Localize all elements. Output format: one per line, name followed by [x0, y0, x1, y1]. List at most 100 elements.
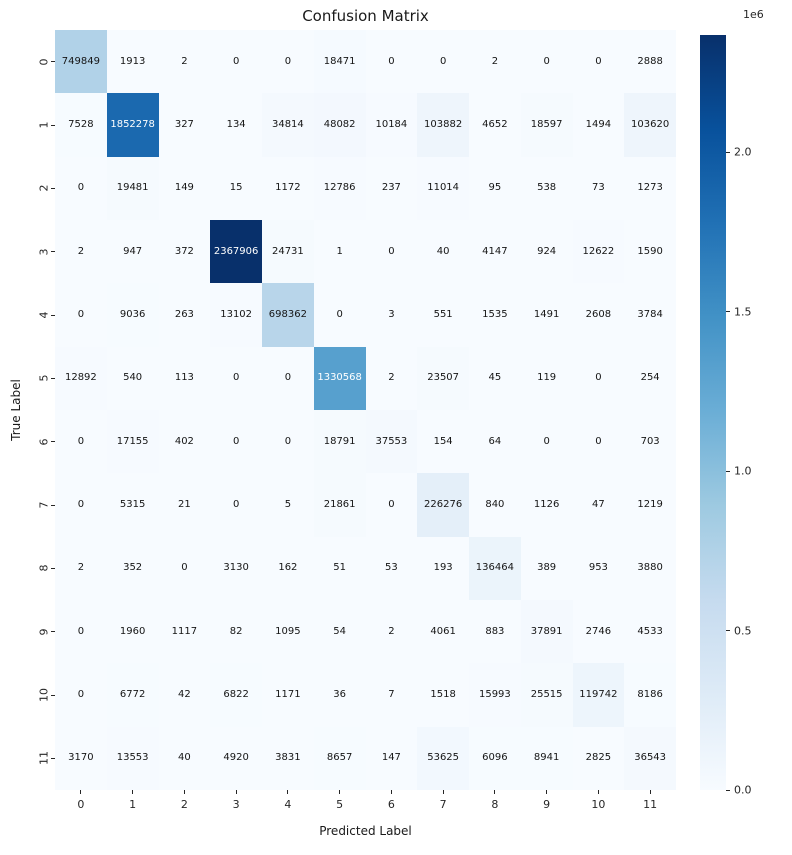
heatmap-cell: 53625	[417, 726, 469, 790]
x-tick-label: 0	[77, 798, 85, 811]
heatmap-cell: 8186	[624, 663, 676, 727]
x-tick-mark	[546, 790, 548, 794]
x-tick-label: 4	[284, 798, 292, 811]
heatmap-cell: 4147	[469, 219, 521, 284]
colorbar-tick-mark	[726, 789, 730, 791]
heatmap-cell: 113	[158, 346, 211, 410]
y-tick-label: 7	[37, 501, 51, 509]
heatmap-cell: 9036	[106, 283, 159, 347]
heatmap-cell: 0	[262, 409, 314, 474]
colorbar-tick-label: 0.0	[734, 783, 752, 797]
heatmap-cell: 147	[365, 726, 418, 790]
y-axis-label: True Label	[9, 379, 23, 441]
heatmap-cell: 3784	[624, 283, 676, 347]
y-tick-mark	[51, 757, 55, 759]
heatmap-cell: 1852278	[106, 93, 159, 157]
x-tick-label: 11	[643, 798, 658, 811]
heatmap-cell: 2888	[624, 30, 676, 94]
heatmap-cell: 95	[469, 156, 521, 220]
x-tick-mark	[494, 790, 496, 794]
y-tick-label: 0	[37, 58, 51, 66]
heatmap-cell: 13553	[106, 726, 159, 790]
heatmap-cell: 134	[210, 93, 262, 157]
heatmap-cell: 0	[520, 30, 573, 94]
heatmap-cell: 0	[313, 283, 366, 347]
heatmap-cell: 7528	[55, 93, 107, 157]
heatmap-cell: 4652	[469, 93, 521, 157]
colorbar	[700, 35, 726, 790]
heatmap-cell: 1590	[624, 219, 676, 284]
heatmap-cell: 40	[417, 219, 469, 284]
heatmap-cell: 3170	[55, 726, 107, 790]
heatmap-cell: 47	[572, 473, 625, 537]
y-tick-mark	[51, 61, 55, 63]
x-tick-mark	[442, 790, 444, 794]
x-tick-label: 8	[491, 798, 499, 811]
heatmap-cell: 37553	[365, 409, 418, 474]
heatmap-cell: 1273	[624, 156, 676, 220]
heatmap-cell: 237	[365, 156, 418, 220]
heatmap-cell: 6822	[210, 663, 262, 727]
y-tick-label: 4	[37, 311, 51, 319]
heatmap-cell: 749849	[55, 30, 107, 94]
heatmap-cell: 17155	[106, 409, 159, 474]
y-tick-label: 8	[37, 564, 51, 572]
x-tick-label: 10	[591, 798, 606, 811]
heatmap-cell: 2	[469, 30, 521, 94]
y-tick-mark	[51, 187, 55, 189]
y-tick-label: 1	[37, 121, 51, 129]
heatmap-cell: 924	[520, 219, 573, 284]
y-tick-mark	[51, 251, 55, 253]
x-tick-mark	[649, 790, 651, 794]
heatmap-cell: 327	[158, 93, 211, 157]
heatmap-cell: 36	[313, 663, 366, 727]
colorbar-tick-label: 0.5	[734, 624, 752, 638]
heatmap-cell: 1117	[158, 599, 211, 664]
heatmap-cell: 0	[572, 30, 625, 94]
heatmap-cell: 136464	[469, 536, 521, 600]
heatmap-cell: 1535	[469, 283, 521, 347]
heatmap-cell: 34814	[262, 93, 314, 157]
heatmap-cell: 0	[55, 599, 107, 664]
heatmap-cell: 1960	[106, 599, 159, 664]
heatmap-cell: 73	[572, 156, 625, 220]
x-tick-label: 3	[232, 798, 240, 811]
heatmap-cell: 0	[572, 409, 625, 474]
y-tick-label: 9	[37, 628, 51, 636]
heatmap-cell: 12622	[572, 219, 625, 284]
x-tick-mark	[597, 790, 599, 794]
heatmap-cell: 40	[158, 726, 211, 790]
heatmap-cell: 2	[365, 346, 418, 410]
heatmap-cell: 8657	[313, 726, 366, 790]
heatmap-cell: 5315	[106, 473, 159, 537]
heatmap-cell: 18597	[520, 93, 573, 157]
heatmap-cell: 0	[520, 409, 573, 474]
x-tick-label: 2	[180, 798, 188, 811]
heatmap-cell: 0	[55, 283, 107, 347]
heatmap-cell: 0	[55, 473, 107, 537]
y-tick-label: 10	[37, 688, 51, 702]
heatmap-cell: 254	[624, 346, 676, 410]
colorbar-tick-mark	[726, 470, 730, 472]
heatmap-cell: 6096	[469, 726, 521, 790]
heatmap-cell: 162	[262, 536, 314, 600]
heatmap-cell: 0	[365, 473, 418, 537]
heatmap-cell: 263	[158, 283, 211, 347]
y-tick-mark	[51, 631, 55, 633]
heatmap-cell: 154	[417, 409, 469, 474]
heatmap-cell: 840	[469, 473, 521, 537]
y-tick-mark	[51, 377, 55, 379]
heatmap-cell: 4533	[624, 599, 676, 664]
heatmap-cell: 1171	[262, 663, 314, 727]
y-tick-mark	[51, 504, 55, 506]
heatmap-cell: 0	[417, 30, 469, 94]
heatmap-cell: 13102	[210, 283, 262, 347]
heatmap-cell: 3130	[210, 536, 262, 600]
heatmap-cell: 2	[55, 536, 107, 600]
heatmap-cell: 12892	[55, 346, 107, 410]
heatmap-cell: 1491	[520, 283, 573, 347]
heatmap-cell: 2746	[572, 599, 625, 664]
heatmap-cell: 4061	[417, 599, 469, 664]
colorbar-tick-mark	[726, 311, 730, 313]
